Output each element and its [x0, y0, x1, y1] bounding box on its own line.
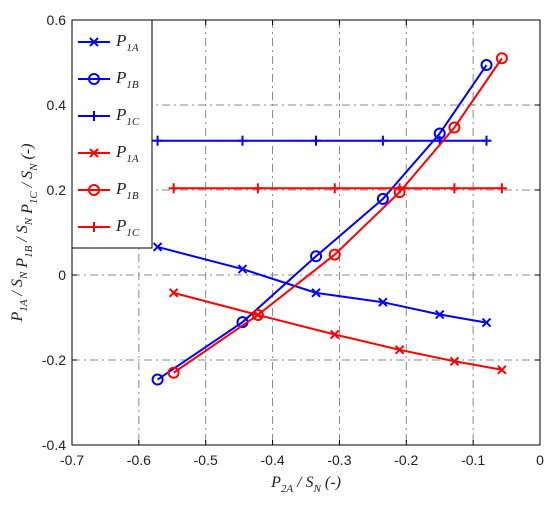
- x-tick-label: -0.6: [127, 452, 151, 468]
- marker-stroke: [481, 317, 492, 328]
- data-point: [237, 264, 248, 274]
- data-point: [449, 356, 460, 366]
- series-line: [173, 291, 503, 371]
- data-point: [151, 373, 164, 386]
- data-point: [376, 192, 389, 205]
- series-5: [168, 183, 507, 194]
- data-point: [167, 366, 180, 379]
- marker-stroke: [152, 242, 163, 252]
- data-point: [237, 135, 248, 146]
- data-point: [152, 242, 163, 252]
- marker-stroke: [449, 356, 460, 366]
- data-point: [496, 183, 507, 194]
- data-point: [329, 183, 340, 194]
- series-line: [157, 245, 487, 324]
- marker-stroke: [330, 329, 340, 340]
- y-axis-label: P1A / SN P1B / SN P1C / SN (-): [9, 143, 40, 322]
- legend-marker: [88, 73, 100, 85]
- y-tick-label: 0.4: [47, 97, 67, 113]
- marker-stroke: [435, 309, 445, 320]
- x-tick-label: -0.1: [461, 452, 485, 468]
- x-tick-label: 0: [536, 452, 544, 468]
- y-tick-label: 0.6: [47, 12, 67, 28]
- marker-stroke: [89, 37, 99, 47]
- axis-ticks: -0.7 -0.6 -0.5 -0.4 -0.3 -0.2 -0.1 0 -0.4 -0.2 0 0.…: [42, 12, 544, 468]
- data-point: [311, 288, 321, 298]
- series-3: [168, 288, 507, 375]
- data-point: [481, 135, 492, 146]
- series-1: [151, 59, 493, 386]
- legend-marker: [89, 148, 99, 158]
- x-tick-label: -0.4: [261, 452, 285, 468]
- data-point: [168, 183, 179, 194]
- marker-stroke: [311, 288, 321, 298]
- data-point: [310, 250, 323, 263]
- y-tick-label: -0.2: [42, 352, 66, 368]
- data-point: [394, 183, 405, 194]
- legend-marker: [88, 184, 100, 196]
- series-group: [151, 52, 508, 386]
- data-point: [251, 308, 264, 321]
- data-point: [378, 297, 388, 307]
- y-tick-label: 0.2: [47, 182, 67, 198]
- data-point: [330, 329, 340, 340]
- data-point: [435, 309, 445, 320]
- data-point: [481, 317, 492, 328]
- y-axis-label-text: P1A / SN P1B / SN P1C / SN (-): [9, 143, 40, 322]
- series-0: [152, 242, 492, 328]
- data-point: [311, 135, 322, 146]
- data-point: [394, 345, 405, 355]
- data-point: [497, 365, 507, 375]
- x-tick-label: -0.2: [394, 452, 418, 468]
- y-tick-label: 0: [58, 267, 66, 283]
- x-axis-label: P2A / SN (-): [270, 474, 341, 495]
- data-point: [328, 248, 341, 261]
- data-point: [480, 59, 493, 72]
- data-point: [152, 135, 163, 146]
- marker-stroke: [394, 345, 405, 355]
- series-4: [167, 52, 508, 379]
- data-point: [377, 135, 388, 146]
- data-point: [495, 52, 508, 65]
- data-point: [449, 183, 460, 194]
- series-line: [157, 64, 488, 381]
- x-tick-label: -0.3: [327, 452, 351, 468]
- x-tick-label: -0.5: [194, 452, 218, 468]
- data-point: [252, 183, 263, 194]
- y-tick-label: -0.4: [42, 437, 66, 453]
- x-tick-label: -0.7: [60, 452, 84, 468]
- data-point: [448, 121, 461, 134]
- marker-stroke: [237, 264, 248, 274]
- axis-labels: P2A / SN (-) P1A / SN P1B / SN P1C / SN (…: [9, 143, 341, 495]
- legend-marker: [89, 222, 99, 232]
- marker-stroke: [89, 148, 99, 158]
- legend-box: [71, 19, 153, 249]
- legend-marker: [89, 37, 99, 47]
- marker-stroke: [497, 365, 507, 375]
- data-point: [168, 288, 179, 298]
- marker-stroke: [378, 297, 388, 307]
- marker-stroke: [168, 288, 179, 298]
- legend-marker: [89, 111, 99, 121]
- series-line: [173, 57, 503, 374]
